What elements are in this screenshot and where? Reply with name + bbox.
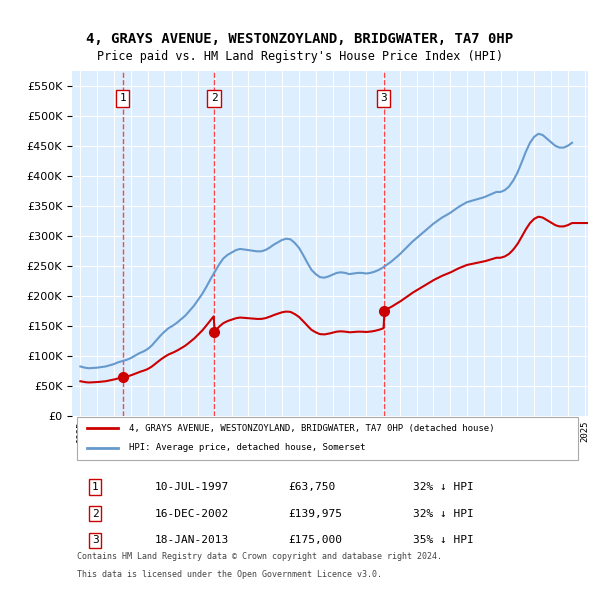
- Text: 2: 2: [211, 93, 218, 103]
- Text: 4, GRAYS AVENUE, WESTONZOYLAND, BRIDGWATER, TA7 0HP (detached house): 4, GRAYS AVENUE, WESTONZOYLAND, BRIDGWAT…: [129, 424, 494, 432]
- Text: 3: 3: [380, 93, 387, 103]
- Text: 32% ↓ HPI: 32% ↓ HPI: [413, 482, 473, 492]
- Text: £175,000: £175,000: [289, 535, 343, 545]
- Text: 32% ↓ HPI: 32% ↓ HPI: [413, 509, 473, 519]
- Text: 4, GRAYS AVENUE, WESTONZOYLAND, BRIDGWATER, TA7 0HP: 4, GRAYS AVENUE, WESTONZOYLAND, BRIDGWAT…: [86, 32, 514, 47]
- Text: 1: 1: [119, 93, 126, 103]
- Text: £63,750: £63,750: [289, 482, 336, 492]
- Text: 18-JAN-2013: 18-JAN-2013: [155, 535, 229, 545]
- Text: £139,975: £139,975: [289, 509, 343, 519]
- Text: 10-JUL-1997: 10-JUL-1997: [155, 482, 229, 492]
- Text: This data is licensed under the Open Government Licence v3.0.: This data is licensed under the Open Gov…: [77, 569, 382, 579]
- Text: 16-DEC-2002: 16-DEC-2002: [155, 509, 229, 519]
- Text: 35% ↓ HPI: 35% ↓ HPI: [413, 535, 473, 545]
- Text: 1: 1: [92, 482, 98, 492]
- Text: 3: 3: [92, 535, 98, 545]
- Text: Price paid vs. HM Land Registry's House Price Index (HPI): Price paid vs. HM Land Registry's House …: [97, 50, 503, 63]
- Text: Contains HM Land Registry data © Crown copyright and database right 2024.: Contains HM Land Registry data © Crown c…: [77, 552, 442, 561]
- FancyBboxPatch shape: [77, 417, 578, 460]
- Text: 2: 2: [92, 509, 98, 519]
- Text: HPI: Average price, detached house, Somerset: HPI: Average price, detached house, Some…: [129, 443, 365, 452]
